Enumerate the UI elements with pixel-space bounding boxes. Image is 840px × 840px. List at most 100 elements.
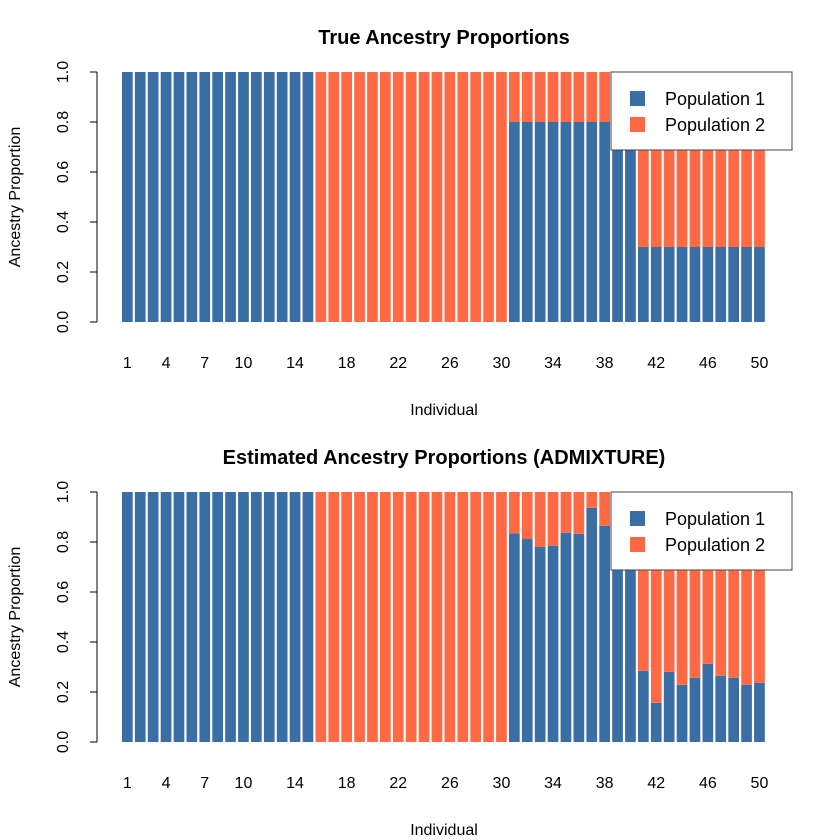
bar-individual-8-pop1 [212,72,223,322]
bar-individual-42-pop1 [650,702,662,742]
x-tick-label: 30 [493,775,511,792]
bar-individual-5-pop1 [173,492,185,742]
bar-individual-32-pop1 [521,122,533,322]
bar-individual-16-pop2 [315,492,327,742]
x-tick-label: 1 [123,355,132,372]
bar-individual-1-pop1 [122,72,133,322]
bar-individual-44-pop2 [676,72,688,247]
bar-individual-15-pop1 [302,72,314,322]
bar-individual-42-pop1 [650,247,662,322]
x-tick-label: 50 [751,355,769,372]
bar-individual-49-pop2 [741,492,752,685]
x-tick-label: 18 [338,775,356,792]
bar-individual-14-pop1 [289,492,301,742]
bar-individual-49-pop2 [741,72,752,247]
bar-individual-4-pop1 [160,492,172,742]
bar-individual-37-pop2 [586,492,598,508]
bar-individual-48-pop1 [728,677,739,742]
bar-individual-49-pop1 [741,247,752,322]
bar-individual-23-pop2 [405,492,417,742]
bar-individual-43-pop1 [663,247,675,322]
bar-individual-10-pop1 [238,492,249,742]
bar-individual-23-pop2 [405,72,417,322]
bar-individual-41-pop2 [638,72,649,247]
bar-individual-49-pop1 [741,684,752,742]
legend-swatch-pop1 [630,91,645,106]
x-axis-label: Individual [410,402,478,419]
x-tick-label: 34 [544,355,562,372]
bar-individual-27-pop2 [457,492,469,742]
bar-individual-47-pop2 [715,492,727,676]
bar-individual-29-pop2 [483,492,494,742]
x-tick-label: 26 [441,775,459,792]
legend-swatch-pop1 [630,511,645,526]
bar-individual-31-pop2 [509,492,520,534]
bar-individual-2-pop1 [134,492,146,742]
y-tick-label: 0.2 [55,681,72,703]
bar-individual-44-pop1 [676,247,688,322]
bar-individual-36-pop1 [573,122,585,322]
bar-individual-22-pop2 [392,492,404,742]
bar-individual-33-pop1 [534,122,546,322]
bar-individual-38-pop1 [599,122,610,322]
bar-individual-31-pop1 [509,533,520,742]
bar-individual-29-pop2 [483,72,494,322]
x-tick-label: 14 [286,355,304,372]
bar-individual-36-pop2 [573,72,585,122]
legend-label: Population 1 [665,509,765,529]
x-tick-label: 22 [389,355,407,372]
y-tick-label: 1.0 [55,61,72,83]
y-tick-label: 1.0 [55,481,72,503]
bar-individual-36-pop1 [573,533,585,742]
x-tick-label: 18 [338,355,356,372]
bar-individual-26-pop2 [444,72,456,322]
bar-individual-24-pop2 [418,72,430,322]
y-tick-label: 0.0 [55,731,72,753]
bar-individual-11-pop1 [251,492,262,742]
bar-individual-33-pop2 [534,492,546,547]
x-tick-label: 4 [162,775,171,792]
x-tick-label: 42 [647,775,665,792]
y-tick-label: 0.8 [55,111,72,133]
x-tick-label: 38 [596,775,614,792]
legend-label: Population 2 [665,115,765,135]
bar-individual-48-pop2 [728,492,739,678]
x-tick-label: 46 [699,355,717,372]
bar-individual-25-pop2 [431,72,443,322]
bar-individual-16-pop2 [315,72,327,322]
bar-individual-3-pop1 [147,72,159,322]
bar-individual-4-pop1 [160,72,172,322]
x-tick-label: 10 [235,775,253,792]
bar-individual-37-pop2 [586,72,598,122]
bar-individual-22-pop2 [392,72,404,322]
legend-box [610,71,793,151]
bar-individual-14-pop1 [289,72,301,322]
bar-individual-20-pop2 [367,492,378,742]
bar-individual-13-pop1 [276,72,288,322]
legend: Population 1 Population 2 [610,71,793,151]
bar-individual-50-pop1 [754,682,765,742]
bar-individual-47-pop2 [715,72,727,247]
bar-individual-25-pop2 [431,492,443,742]
bar-individual-33-pop1 [534,547,546,742]
chart-title: Estimated Ancestry Proportions (ADMIXTUR… [223,447,666,469]
y-tick-label: 0.2 [55,261,72,283]
bar-individual-44-pop1 [676,684,688,742]
x-tick-label: 10 [235,355,253,372]
legend-label: Population 1 [665,89,765,109]
bar-individual-40-pop1 [625,547,636,742]
bar-individual-32-pop2 [521,72,533,122]
bar-individual-6-pop1 [186,492,198,742]
x-tick-label: 50 [751,775,769,792]
bar-individual-32-pop2 [521,492,533,539]
bar-individual-35-pop1 [560,532,572,742]
bar-individual-1-pop1 [122,492,133,742]
bar-individual-42-pop2 [650,492,662,703]
chart-title: True Ancestry Proportions [318,27,570,49]
y-tick-label: 0.4 [55,631,72,653]
bar-individual-48-pop1 [728,247,739,322]
bar-individual-38-pop2 [599,492,610,526]
y-tick-label: 0.6 [55,161,72,183]
bar-individual-46-pop1 [702,247,714,322]
bar-individual-47-pop1 [715,247,727,322]
